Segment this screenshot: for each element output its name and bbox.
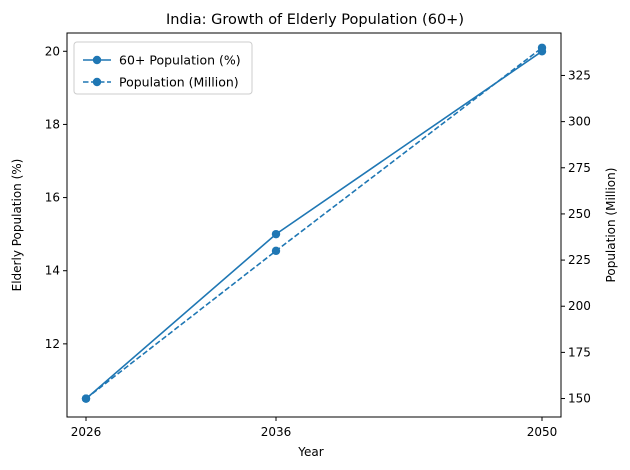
y-tick-label-right: 325 — [568, 68, 591, 82]
chart-title: India: Growth of Elderly Population (60+… — [166, 12, 464, 28]
series-2 — [81, 43, 547, 403]
x-tick-label: 2026 — [71, 425, 102, 439]
x-tick-label: 2050 — [527, 425, 558, 439]
y-tick-label-left: 20 — [45, 44, 60, 58]
legend-swatch-marker — [92, 77, 102, 87]
y-tick-label-left: 14 — [45, 264, 60, 278]
data-point — [537, 43, 547, 52]
legend-swatch-marker — [92, 55, 102, 65]
y-tick-label-right: 275 — [568, 161, 591, 175]
y-tick-label-right: 175 — [568, 345, 591, 359]
y-axis-label-left: Elderly Population (%) — [10, 159, 24, 292]
x-axis: 2026 2036 2050 — [71, 417, 558, 439]
y-axis-left: 12 14 16 18 20 — [45, 44, 67, 351]
data-point — [271, 246, 281, 256]
plot-frame — [66, 32, 562, 418]
data-point — [81, 394, 91, 403]
y-tick-label-right: 250 — [568, 207, 591, 221]
y-axis-label-right: Population (Million) — [604, 168, 618, 283]
legend: 60+ Population (%) Population (Million) — [73, 41, 253, 95]
data-point — [271, 229, 281, 239]
y-axis-right: 150 175 200 225 250 275 300 325 — [561, 68, 591, 406]
y-tick-label-right: 300 — [568, 115, 591, 129]
legend-box — [73, 41, 253, 95]
plot-area — [66, 32, 562, 418]
y-tick-label-right: 225 — [568, 253, 591, 267]
legend-label: Population (Million) — [119, 75, 239, 90]
x-tick-label: 2036 — [261, 425, 292, 439]
x-axis-label: Year — [297, 445, 323, 459]
y-tick-label-left: 18 — [45, 117, 60, 131]
y-tick-label-right: 200 — [568, 299, 591, 313]
y-tick-label-left: 16 — [45, 191, 60, 205]
y-tick-label-left: 12 — [45, 337, 60, 351]
legend-label: 60+ Population (%) — [119, 53, 241, 68]
series-layer — [81, 43, 547, 403]
y-tick-label-right: 150 — [568, 392, 591, 406]
